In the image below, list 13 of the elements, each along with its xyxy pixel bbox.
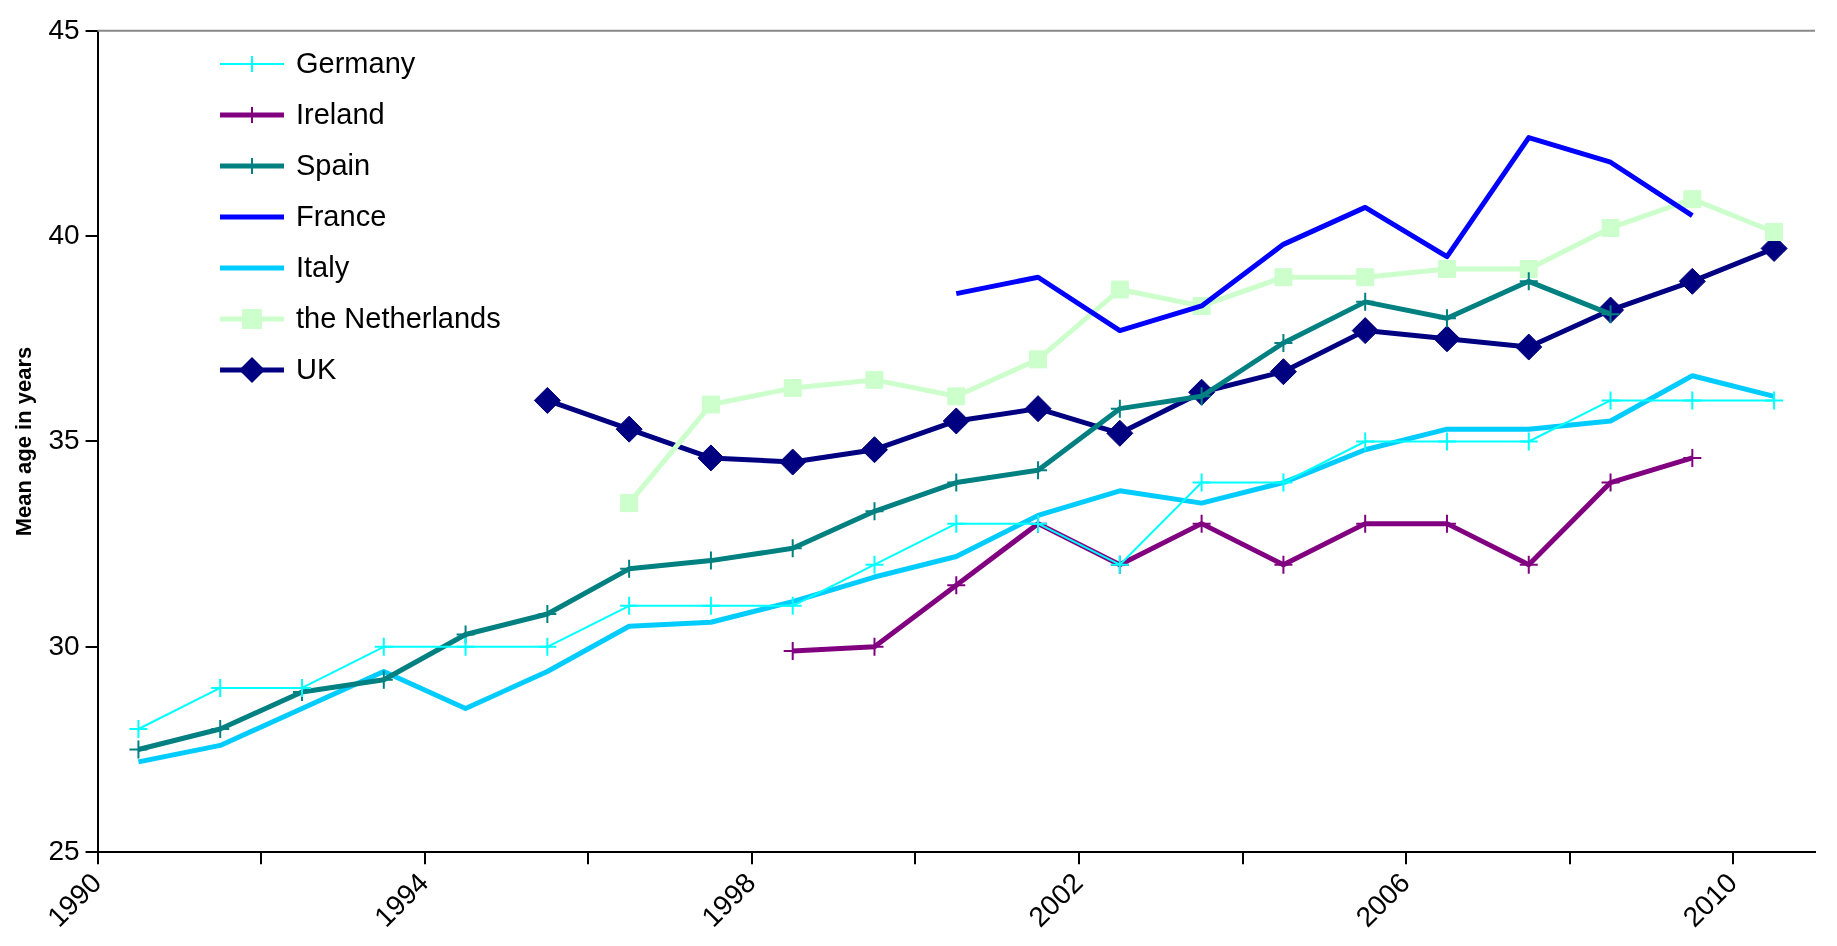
y-axis-title: Mean age in years: [11, 346, 37, 537]
y-tick-label: 45: [48, 13, 80, 45]
y-tick-label: 30: [48, 629, 80, 661]
y-tick-label: 35: [48, 424, 80, 456]
legend-label: Italy: [296, 251, 350, 284]
legend-label: Spain: [296, 149, 371, 182]
legend-label: UK: [296, 353, 337, 386]
y-tick-label: 40: [48, 218, 80, 250]
y-tick-label: 25: [48, 834, 80, 866]
legend-label: Germany: [296, 47, 416, 80]
legend-label: the Netherlands: [296, 302, 501, 335]
legend-label: France: [296, 200, 387, 233]
legend-label: Ireland: [296, 98, 385, 131]
